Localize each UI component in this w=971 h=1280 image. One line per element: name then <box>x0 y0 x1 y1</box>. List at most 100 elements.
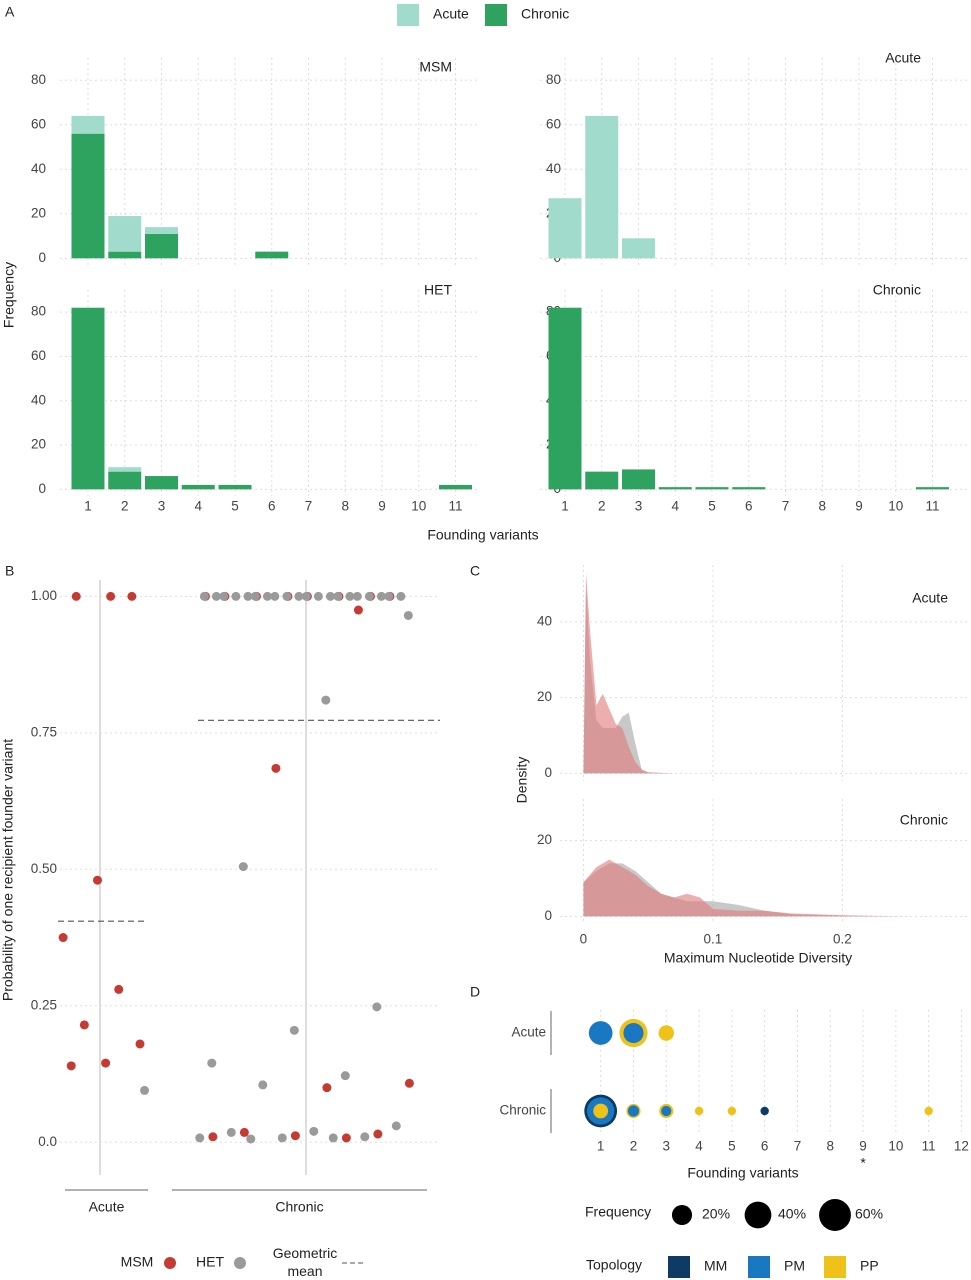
point <box>106 591 116 601</box>
point <box>277 1133 287 1143</box>
legend-marker <box>819 1199 851 1231</box>
legend-label: MSM <box>121 1254 154 1270</box>
y-tick-label: 60 <box>31 348 46 363</box>
legend-label: Acute <box>433 6 469 22</box>
x-tick-label: 9 <box>855 499 863 514</box>
point <box>341 1133 351 1143</box>
point <box>127 591 137 601</box>
legend-swatch <box>668 1256 690 1278</box>
point <box>290 1131 300 1141</box>
point <box>353 605 363 615</box>
legend-title: Topology <box>586 1257 642 1273</box>
point <box>384 591 394 601</box>
x-tick-label: 8 <box>341 499 349 514</box>
point <box>66 1061 76 1071</box>
point <box>322 1083 332 1093</box>
y-axis-label: Probability of one recipient founder var… <box>0 739 16 1001</box>
bar <box>145 476 178 490</box>
y-tick-label: 20 <box>31 205 46 220</box>
point <box>239 1127 249 1137</box>
point <box>345 591 355 601</box>
x-tick-label: 9 <box>859 1139 867 1154</box>
point <box>208 1132 218 1142</box>
x-tick-label: 3 <box>158 499 166 514</box>
point <box>246 1134 256 1144</box>
x-tick-label: 6 <box>745 499 753 514</box>
x-tick-label: 5 <box>708 499 716 514</box>
x-tick-label: 1 <box>84 499 92 514</box>
point <box>340 1071 350 1081</box>
bubble <box>924 1106 933 1116</box>
y-tick-label: Chronic <box>499 1103 546 1118</box>
point <box>282 591 292 601</box>
panel-label: D <box>470 984 480 1000</box>
point <box>270 591 280 601</box>
point <box>376 591 386 601</box>
y-tick-label: 20 <box>31 437 46 452</box>
point <box>333 591 343 601</box>
legend-swatch <box>485 4 507 26</box>
point <box>207 1058 217 1068</box>
x-axis-label: Founding variants <box>687 1165 798 1181</box>
point <box>289 1025 299 1035</box>
x-tick-label: 10 <box>888 1139 903 1154</box>
bar <box>145 227 178 234</box>
x-tick-label: 2 <box>630 1139 638 1154</box>
point <box>262 591 272 601</box>
y-tick-label: 20 <box>537 689 552 704</box>
x-tick-label: 3 <box>663 1139 671 1154</box>
bar <box>108 251 142 259</box>
y-tick-label: 20 <box>537 832 552 847</box>
point <box>321 695 331 705</box>
point <box>140 1085 150 1095</box>
point <box>219 591 229 601</box>
y-tick-label: 0 <box>38 250 46 265</box>
bar <box>439 484 472 490</box>
point <box>195 1133 205 1143</box>
x-tick-label: 0.1 <box>704 932 723 947</box>
x-tick-label: 5 <box>231 499 239 514</box>
bar <box>585 471 619 490</box>
legend-label: MM <box>704 1258 727 1274</box>
bar <box>622 238 655 259</box>
point <box>199 591 209 601</box>
x-tick-label: 0.2 <box>833 932 852 947</box>
facet-title: Acute <box>885 50 921 66</box>
point <box>92 875 102 885</box>
point <box>328 1133 338 1143</box>
legend-label: PP <box>860 1258 879 1274</box>
legend-marker <box>744 1201 772 1229</box>
x-axis-label: Maximum Nucleotide Diversity <box>664 950 852 966</box>
legend-swatch <box>397 4 419 26</box>
legend-marker <box>671 1204 693 1226</box>
x-tick-label: Chronic <box>275 1199 323 1215</box>
y-tick-label: 60 <box>546 116 561 131</box>
y-tick-label: Acute <box>511 1025 546 1040</box>
bar <box>145 233 178 259</box>
y-tick-label: 40 <box>31 392 46 407</box>
x-tick-label: 6 <box>761 1139 769 1154</box>
bar <box>732 487 766 490</box>
y-axis-label: Density <box>514 757 530 804</box>
point <box>294 591 304 601</box>
legend-swatch <box>748 1256 770 1278</box>
y-tick-label: 0.75 <box>31 724 57 739</box>
x-tick-label: 5 <box>728 1139 736 1154</box>
x-tick-label: 8 <box>826 1139 834 1154</box>
bubble <box>661 1105 672 1117</box>
point <box>360 1132 370 1142</box>
bar <box>255 251 289 259</box>
x-tick-label: 4 <box>671 499 679 514</box>
bubble <box>623 1022 644 1044</box>
x-tick-label: 7 <box>794 1139 802 1154</box>
point <box>79 1020 89 1030</box>
bubble <box>658 1025 674 1041</box>
x-tick-label: 11 <box>448 499 462 514</box>
bar <box>71 115 105 134</box>
facet-title: Chronic <box>873 282 921 298</box>
bar <box>108 467 142 472</box>
y-tick-label: 40 <box>537 613 552 628</box>
x-tick-label: 12 <box>954 1139 969 1154</box>
